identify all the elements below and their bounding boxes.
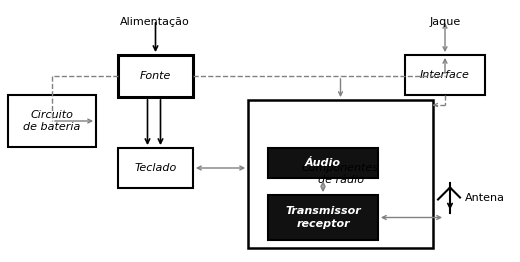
Bar — [248, 100, 433, 248]
Text: Fonte: Fonte — [140, 71, 171, 81]
Text: Teclado: Teclado — [134, 163, 177, 173]
Text: Transmissor
receptor: Transmissor receptor — [285, 206, 361, 229]
Text: Componentes
de rádio: Componentes de rádio — [302, 163, 379, 185]
Bar — [8, 95, 96, 147]
Text: Alimentação: Alimentação — [120, 17, 190, 27]
Text: Interface: Interface — [420, 70, 470, 80]
Bar — [118, 148, 193, 188]
Text: Áudio: Áudio — [305, 158, 341, 168]
Bar — [268, 148, 378, 178]
Text: Antena: Antena — [465, 193, 505, 203]
Bar — [268, 195, 378, 240]
Text: Circuito
de bateria: Circuito de bateria — [23, 110, 81, 132]
Bar — [405, 55, 485, 95]
Bar — [118, 55, 193, 97]
Text: Jaque: Jaque — [430, 17, 461, 27]
